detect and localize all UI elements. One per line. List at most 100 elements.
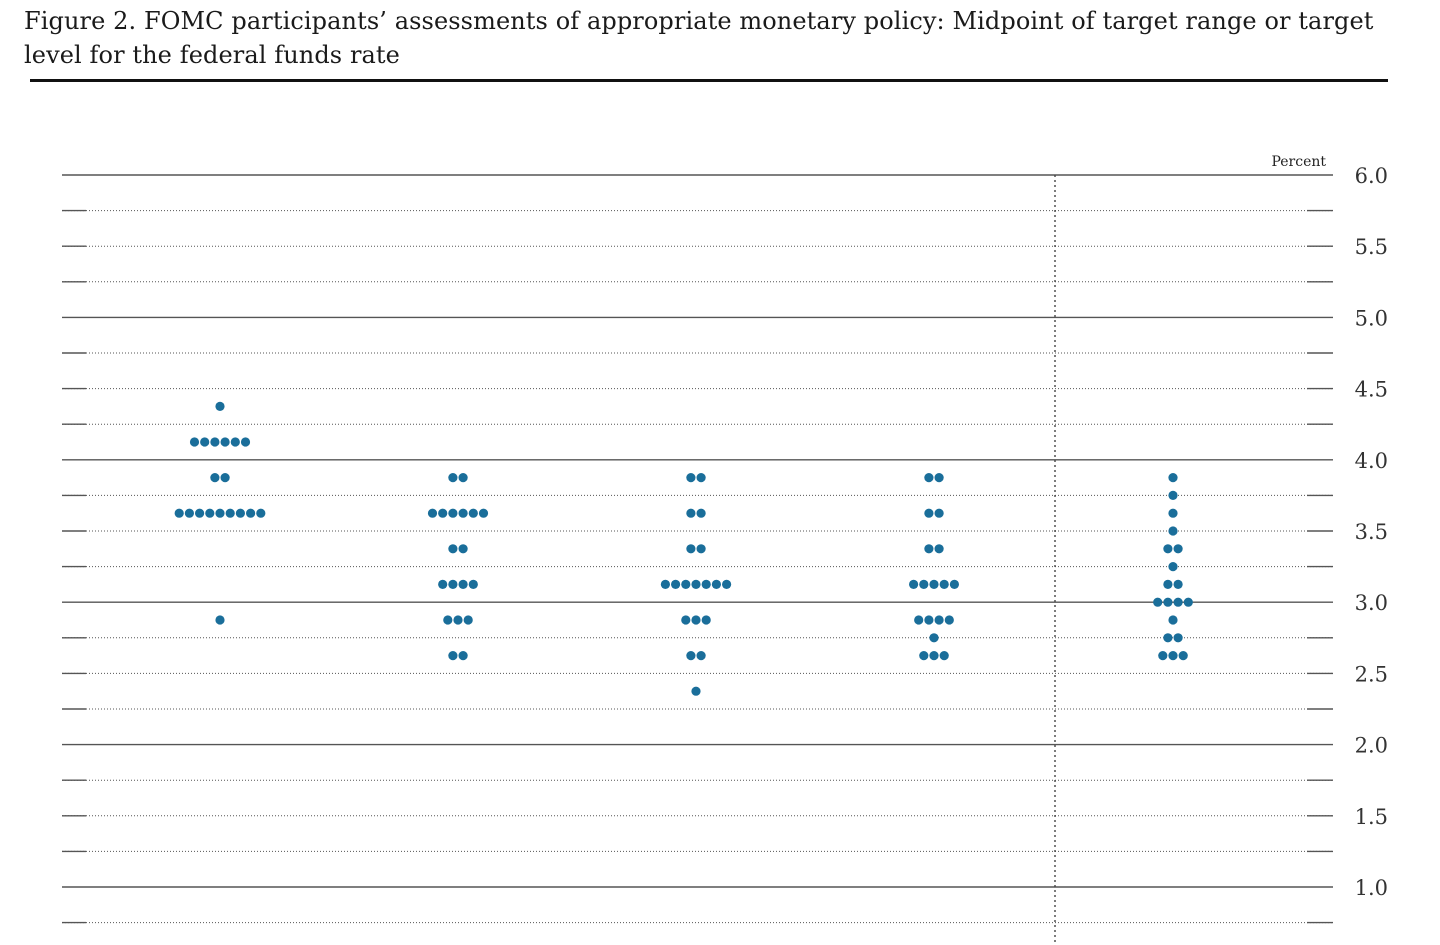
participant-dot	[1178, 651, 1188, 661]
participant-dot	[919, 651, 929, 661]
participant-dot	[1158, 651, 1168, 661]
figure-title: Figure 2. FOMC participants’ assessments…	[24, 7, 1374, 69]
participant-dot	[909, 579, 919, 590]
participant-dot	[184, 508, 194, 518]
participant-dot	[427, 508, 438, 518]
participant-dot	[448, 651, 458, 661]
participant-dot	[924, 544, 934, 554]
participant-dot	[1168, 615, 1178, 625]
participant-dot	[215, 508, 225, 518]
participant-dot	[924, 615, 934, 625]
participant-dot	[225, 508, 235, 518]
title-rule	[30, 79, 1388, 82]
participant-dot	[1168, 508, 1178, 518]
participant-dot	[924, 508, 934, 518]
participant-dot	[934, 473, 944, 483]
participant-dot	[230, 437, 240, 447]
participant-dot	[681, 615, 691, 625]
participant-dot	[929, 633, 939, 643]
participant-dot	[240, 437, 251, 447]
participant-dot	[691, 686, 701, 696]
participant-dot	[1173, 544, 1183, 554]
y-tick-label: 4.5	[1355, 378, 1388, 402]
participant-dot	[220, 473, 230, 483]
participant-dot	[701, 579, 711, 590]
y-tick-label: 2.5	[1355, 662, 1388, 686]
participant-dots	[174, 401, 1193, 696]
participant-dot	[458, 508, 468, 518]
participant-dot	[443, 615, 453, 625]
participant-dot	[660, 579, 671, 590]
dot-column	[1153, 473, 1193, 661]
participant-dot	[929, 651, 939, 661]
participant-dot	[701, 615, 711, 625]
participant-dot	[696, 473, 706, 483]
y-tick-label: 5.0	[1355, 306, 1388, 330]
participant-dot	[215, 615, 225, 625]
participant-dot	[939, 579, 949, 590]
participant-dot	[1163, 633, 1173, 643]
participant-dot	[189, 437, 200, 447]
participant-dot	[696, 651, 706, 661]
participant-dot	[1168, 562, 1178, 572]
y-tick-label: 6.0	[1355, 164, 1388, 188]
y-tick-label: 3.0	[1355, 591, 1388, 615]
participant-dot	[686, 473, 696, 483]
dot-column	[909, 473, 960, 661]
y-tick-label: 3.5	[1355, 520, 1388, 544]
participant-dot	[468, 579, 478, 590]
y-tick-label: 1.0	[1355, 876, 1388, 900]
y-tick-label: 1.5	[1355, 805, 1388, 829]
participant-dot	[215, 401, 225, 411]
y-tick-label: 5.5	[1355, 235, 1388, 259]
participant-dot	[686, 544, 696, 554]
participant-dot	[691, 579, 701, 590]
dot-column	[660, 473, 732, 696]
participant-dot	[686, 651, 696, 661]
participant-dot	[1168, 651, 1178, 661]
participant-dot	[174, 508, 184, 518]
participant-dot	[691, 615, 701, 625]
participant-dot	[1163, 579, 1173, 590]
participant-dot	[256, 508, 266, 518]
participant-dot	[438, 508, 448, 518]
participant-dot	[438, 579, 448, 590]
participant-dot	[448, 508, 458, 518]
participant-dot	[671, 579, 681, 590]
participant-dot	[929, 579, 939, 590]
participant-dot	[458, 579, 468, 590]
gridlines	[62, 174, 1333, 924]
participant-dot	[944, 615, 954, 625]
participant-dot	[210, 473, 220, 483]
participant-dot	[220, 437, 230, 447]
participant-dot	[463, 615, 473, 625]
participant-dot	[195, 508, 205, 518]
participant-dot	[1153, 597, 1163, 607]
participant-dot	[696, 508, 706, 518]
participant-dot	[722, 579, 732, 590]
participant-dot	[235, 508, 245, 518]
participant-dot	[200, 437, 210, 447]
y-axis-unit-label: Percent	[1271, 154, 1326, 170]
participant-dot	[914, 615, 924, 625]
participant-dot	[1163, 597, 1173, 607]
participant-dot	[1168, 473, 1178, 483]
participant-dot	[1163, 544, 1173, 554]
participant-dot	[448, 544, 458, 554]
participant-dot	[1173, 597, 1183, 607]
participant-dot	[246, 508, 256, 518]
participant-dot	[681, 579, 691, 590]
participant-dot	[949, 579, 960, 590]
participant-dot	[205, 508, 215, 518]
participant-dot	[458, 544, 468, 554]
participant-dot	[210, 437, 220, 447]
participant-dot	[686, 508, 696, 518]
y-tick-label: 4.0	[1355, 449, 1388, 473]
participant-dot	[448, 579, 458, 590]
participant-dot	[448, 473, 458, 483]
dot-column	[174, 401, 266, 625]
participant-dot	[939, 651, 949, 661]
participant-dot	[1173, 633, 1183, 643]
participant-dot	[924, 473, 934, 483]
